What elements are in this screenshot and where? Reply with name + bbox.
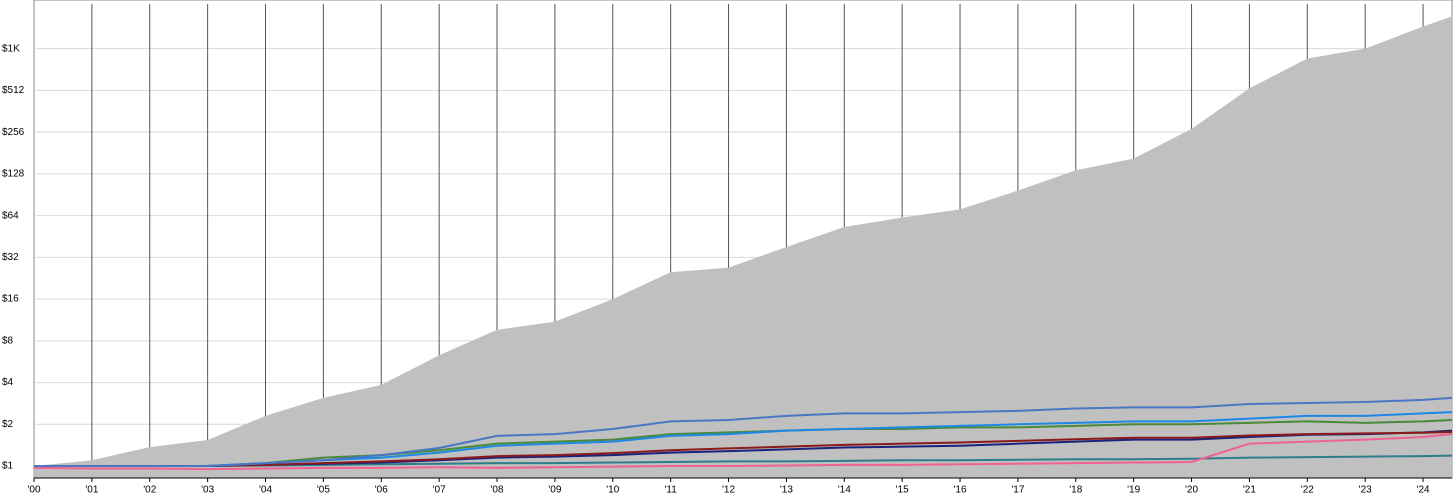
line bbox=[34, 396, 1453, 468]
y-tick-label: $4 bbox=[2, 377, 14, 388]
y-tick-label: $8 bbox=[2, 335, 14, 346]
area bbox=[34, 16, 1452, 478]
x-tick-label: '20 bbox=[1185, 485, 1198, 496]
x-tick-label: '11 bbox=[665, 485, 678, 496]
x-tick-label: '21 bbox=[1243, 485, 1256, 496]
line bbox=[33, 433, 1453, 471]
x-tick-label: '07 bbox=[433, 485, 446, 496]
y-tick-label: $1K bbox=[2, 43, 20, 54]
x-tick-label: '14 bbox=[838, 485, 851, 496]
x-tick-label: '12 bbox=[722, 485, 735, 496]
y-tick-label: $512 bbox=[2, 85, 25, 96]
x-tick-label: '05 bbox=[317, 485, 330, 496]
y-tick-label: $16 bbox=[2, 294, 19, 305]
x-tick-label: '17 bbox=[1011, 485, 1024, 496]
y-tick-label: $128 bbox=[2, 169, 25, 180]
x-tick-label: '06 bbox=[375, 485, 388, 496]
x-tick-label: '03 bbox=[201, 485, 214, 496]
y-tick-label: $256 bbox=[2, 127, 25, 138]
x-tick-label: '01 bbox=[85, 485, 98, 496]
x-tick-label: '24 bbox=[1417, 485, 1430, 496]
x-tick-label: '10 bbox=[606, 485, 619, 496]
x-tick-label: '19 bbox=[1127, 485, 1140, 496]
x-tick-label: '09 bbox=[548, 485, 561, 496]
line bbox=[34, 431, 1453, 468]
y-tick-label: $1 bbox=[2, 461, 14, 472]
y-tick-label: $64 bbox=[2, 210, 19, 221]
x-tick-label: '13 bbox=[780, 485, 793, 496]
x-tick-label: '00 bbox=[27, 485, 40, 496]
y-tick-label: $2 bbox=[2, 419, 14, 430]
x-tick-label: '18 bbox=[1069, 485, 1082, 496]
x-tick-label: '23 bbox=[1359, 485, 1372, 496]
x-tick-label: '15 bbox=[896, 485, 909, 496]
y-tick-label: $32 bbox=[2, 252, 19, 263]
x-tick-label: '04 bbox=[259, 485, 272, 496]
x-tick-label: '02 bbox=[143, 485, 156, 496]
x-tick-label: '16 bbox=[954, 485, 967, 496]
x-tick-label: '22 bbox=[1301, 485, 1314, 496]
x-tick-label: '08 bbox=[490, 485, 503, 496]
